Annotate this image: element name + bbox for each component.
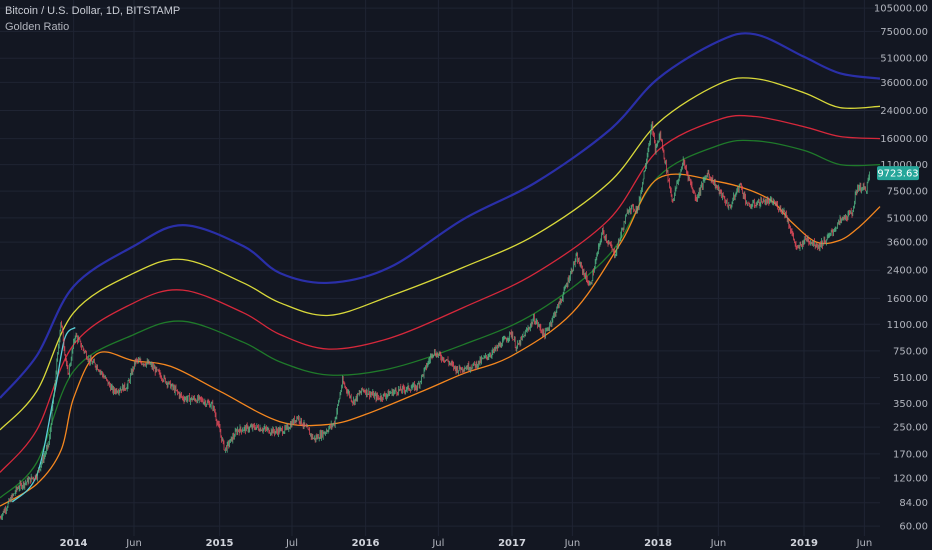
- y-tick-label: 2400.00: [887, 266, 928, 277]
- x-tick-label: 2015: [206, 538, 234, 549]
- x-tick-label: Jun: [125, 538, 142, 549]
- price-candles: [0, 121, 870, 521]
- y-tick-label: 350.00: [893, 399, 928, 410]
- last-price-tag: 9723.63: [877, 166, 919, 181]
- plot-background: [0, 0, 880, 536]
- y-tick-label: 11000.00: [880, 160, 928, 171]
- y-tick-label: 84.00: [899, 498, 928, 509]
- last-price-tag-background: [877, 166, 919, 181]
- x-tick-label: 2019: [790, 538, 818, 549]
- last-price-label: 9723.63: [877, 169, 918, 180]
- x-tick-label: 2016: [352, 538, 380, 549]
- x-tick-label: 2014: [60, 538, 88, 549]
- y-tick-label: 170.00: [893, 449, 928, 460]
- y-tick-label: 7500.00: [887, 187, 928, 198]
- y-tick-label: 75000.00: [880, 27, 928, 38]
- x-tick-label: Jul: [285, 538, 298, 549]
- band-line-3: [0, 114, 881, 473]
- y-tick-label: 750.00: [893, 346, 928, 357]
- y-tick-label: 24000.00: [880, 106, 928, 117]
- y-tick-label: 16000.00: [880, 134, 928, 145]
- x-axis[interactable]: 2014 Jun 2015 Jul 2016 Jul 2017 Jun 2018 Jun 2019 J…: [60, 538, 873, 549]
- x-tick-label: Jun: [564, 538, 581, 549]
- x-tick-label: Jun: [710, 538, 727, 549]
- band-line-2: [0, 77, 881, 431]
- y-tick-label: 3600.00: [887, 238, 928, 249]
- x-tick-label: Jun: [856, 538, 873, 549]
- x-tick-label: 2018: [644, 538, 672, 549]
- y-tick-label: 36000.00: [880, 78, 928, 89]
- y-axis[interactable]: 105000.00 75000.00 51000.00 36000.00 24000.0…: [874, 4, 928, 533]
- band-line-5: [0, 173, 881, 507]
- y-tick-label: 5100.00: [887, 213, 928, 224]
- grid-lines: [0, 0, 880, 536]
- y-tick-label: 510.00: [893, 373, 928, 384]
- y-tick-label: 60.00: [899, 522, 928, 533]
- y-tick-label: 120.00: [893, 473, 928, 484]
- y-tick-label: 1100.00: [887, 320, 928, 331]
- y-tick-label: 51000.00: [880, 54, 928, 65]
- chart-title: Bitcoin / U.S. Dollar, 1D, BITSTAMP: [5, 5, 181, 17]
- indicator-name: Golden Ratio: [5, 21, 70, 33]
- y-tick-label: 1600.00: [887, 294, 928, 305]
- band-line-1: [0, 32, 881, 399]
- x-tick-label: 2017: [498, 538, 526, 549]
- y-tick-label: 250.00: [893, 423, 928, 434]
- y-tick-label: 105000.00: [874, 4, 928, 15]
- x-tick-label: Jul: [431, 538, 444, 549]
